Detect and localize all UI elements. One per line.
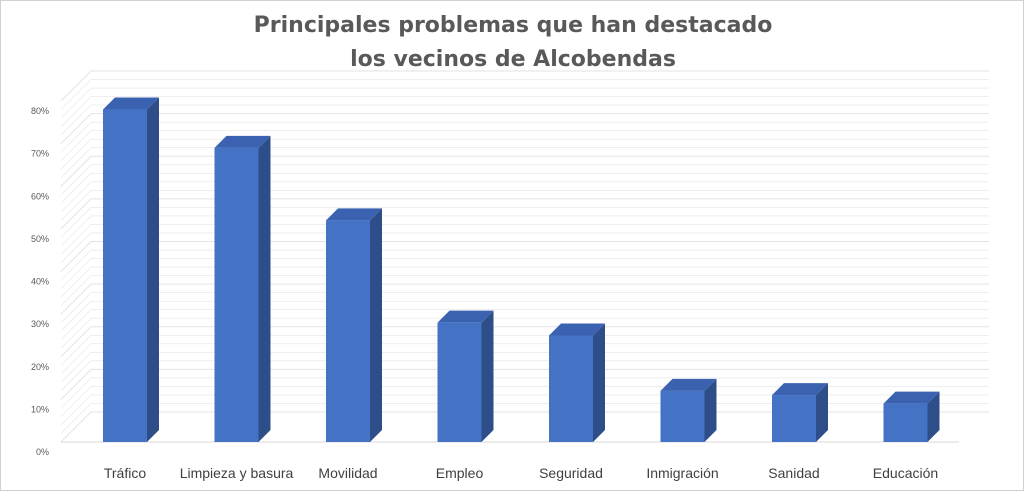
bar-top — [660, 378, 717, 391]
y-tick-label: 10% — [31, 404, 49, 414]
bar-front — [103, 109, 147, 443]
y-tick-label: 80% — [31, 106, 49, 116]
gridline-side — [60, 360, 92, 392]
gridline-side — [60, 121, 92, 153]
gridline-side — [60, 343, 92, 375]
gridline-side — [60, 241, 92, 272]
bar-front — [772, 395, 816, 442]
bar-side — [481, 310, 494, 442]
bar-side — [258, 135, 271, 442]
gridline-side — [60, 377, 92, 409]
gridline-side — [60, 164, 92, 195]
bar-front — [549, 335, 593, 442]
chart-title: Principales problemas que han destacado … — [1, 9, 1024, 77]
y-tick-label: 70% — [31, 149, 49, 159]
bar-front — [883, 403, 928, 442]
gridline-side — [60, 79, 92, 110]
x-category-label: Limpieza y basura — [180, 465, 294, 481]
gridline-side — [60, 215, 92, 247]
bar-top — [772, 383, 828, 396]
gridline-side — [60, 411, 92, 443]
bar-top — [437, 310, 494, 323]
gridline-side — [60, 369, 92, 400]
gridline-side — [60, 130, 92, 161]
chart-title-line-2: los vecinos de Alcobendas — [350, 47, 676, 72]
y-tick-label: 60% — [31, 191, 49, 201]
bar-side — [370, 208, 382, 442]
gridline-side — [60, 190, 92, 221]
bar-side — [927, 391, 940, 442]
gridline-side — [60, 113, 92, 144]
x-category-label: Empleo — [436, 465, 484, 481]
gridline-side — [60, 198, 92, 230]
gridline-side — [60, 326, 92, 358]
gridline-side — [60, 292, 92, 323]
gridline-side — [60, 138, 92, 170]
gridline-side — [60, 283, 92, 315]
gridline-side — [60, 173, 92, 204]
x-category-label: Tráfico — [104, 465, 146, 481]
gridline-side — [60, 335, 92, 366]
bar-front — [326, 220, 370, 442]
gridline-side — [60, 352, 92, 383]
x-category-label: Seguridad — [539, 465, 603, 481]
gridline-side — [60, 232, 92, 264]
gridline-side — [60, 275, 92, 306]
gridline-side — [60, 249, 92, 281]
chart-title-line-1: Principales problemas que han destacado — [253, 13, 773, 38]
bar-side — [704, 378, 717, 442]
y-tick-label: 30% — [31, 319, 49, 329]
gridline-side — [60, 87, 92, 119]
x-category-label: Sanidad — [768, 465, 819, 481]
gridline-side — [60, 394, 92, 426]
x-category-label: Inmigración — [646, 465, 718, 481]
gridline-side — [60, 147, 92, 178]
bar-side — [147, 97, 159, 443]
gridline-side — [60, 300, 92, 332]
y-tick-label: 40% — [31, 277, 49, 287]
gridline-side — [60, 70, 92, 102]
bar-top — [549, 323, 605, 336]
gridline-side — [60, 266, 92, 298]
bar-side — [593, 323, 605, 442]
gridline-side — [60, 318, 92, 349]
gridline-side — [60, 96, 92, 127]
gridline-side — [60, 155, 92, 187]
gridline-side — [60, 207, 92, 238]
y-tick-label: 50% — [31, 234, 49, 244]
bar-front — [660, 390, 705, 442]
gridline-side — [60, 104, 92, 136]
gridline-side — [60, 309, 92, 340]
gridline-side — [60, 181, 92, 213]
bar-front — [214, 147, 259, 442]
bar-top — [883, 391, 940, 404]
gridline-side — [60, 258, 92, 289]
gridline-side — [60, 403, 92, 434]
bar-top — [103, 97, 159, 110]
gridline-side — [60, 224, 92, 255]
bar-top — [214, 135, 271, 148]
bar-front — [437, 322, 482, 442]
y-tick-label: 20% — [31, 362, 49, 372]
y-tick-label: 0% — [36, 447, 49, 457]
bar-side — [816, 383, 828, 442]
x-category-label: Educación — [873, 465, 938, 481]
x-category-label: Movilidad — [318, 465, 377, 481]
bar-top — [326, 208, 382, 221]
gridline-side — [60, 386, 92, 417]
